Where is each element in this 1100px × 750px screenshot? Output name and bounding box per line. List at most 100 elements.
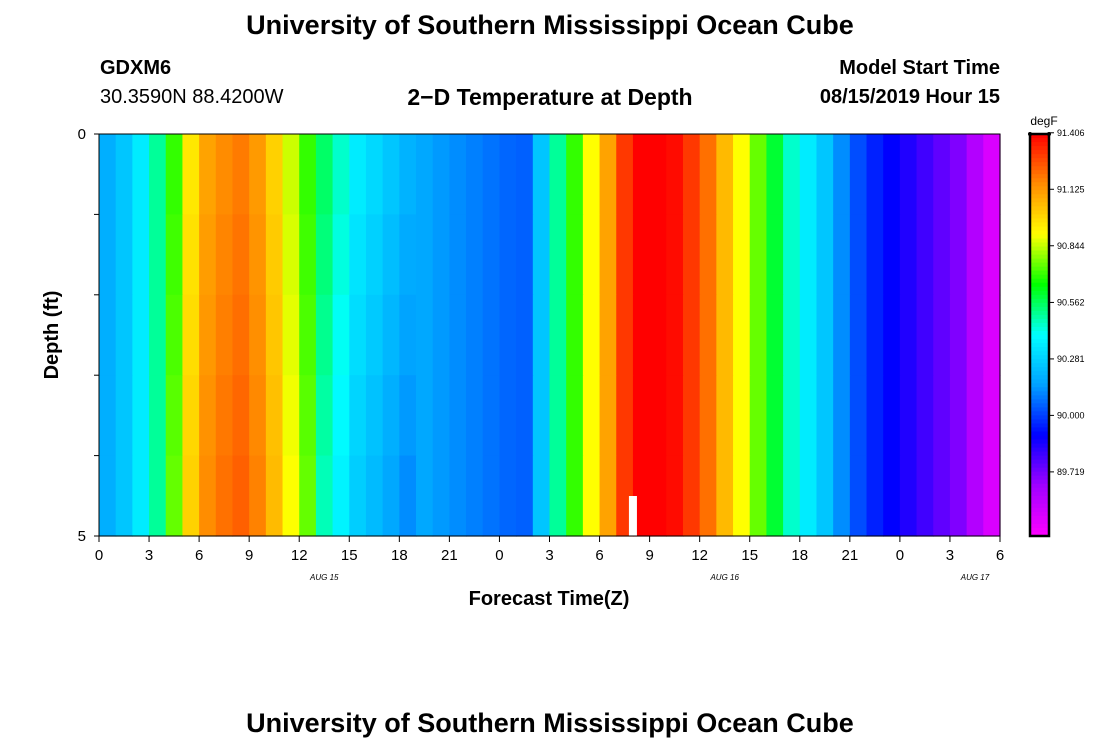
x-tick-label: 18 — [391, 547, 408, 564]
x-tick-label: 3 — [946, 547, 954, 564]
colorbar-segment — [1030, 495, 1049, 501]
colorbar-segment — [1030, 335, 1049, 340]
colorbar-segment — [1030, 186, 1049, 191]
heatmap-cell — [582, 294, 601, 376]
heatmap-cell — [349, 294, 367, 376]
colorbar-segment — [1030, 314, 1049, 320]
heatmap-cell — [682, 375, 701, 457]
colorbar-segment — [1030, 270, 1049, 276]
heatmap-cell — [699, 294, 717, 376]
x-tick-label: 6 — [996, 547, 1004, 564]
heatmap-cell — [182, 294, 200, 376]
heatmap-cell — [549, 455, 567, 537]
x-tick-label: 9 — [645, 547, 653, 564]
heatmap-cell — [215, 294, 234, 376]
heatmap-cell — [199, 214, 217, 296]
heatmap-cell — [966, 294, 984, 376]
heatmap-cell — [282, 214, 300, 296]
heatmap-cell — [466, 214, 484, 296]
colorbar-segment — [1030, 154, 1049, 159]
heatmap-cell — [799, 294, 818, 376]
heatmap-cell — [532, 375, 551, 457]
x-tick-label: 3 — [145, 547, 153, 564]
colorbar-segment — [1030, 286, 1049, 292]
heatmap-cell — [349, 214, 367, 296]
heatmap-cell — [282, 294, 300, 376]
station-id: GDXM6 — [100, 57, 172, 79]
heatmap-cell — [733, 375, 751, 457]
heatmap-cell — [165, 214, 184, 296]
heatmap-cell — [416, 375, 434, 457]
heatmap-cell — [682, 214, 701, 296]
heatmap-cell — [215, 455, 234, 537]
heatmap-cell — [249, 294, 267, 376]
heatmap-cell — [299, 214, 317, 296]
colorbar-segment — [1030, 383, 1049, 388]
colorbar-segment — [1030, 403, 1049, 408]
heatmap-cell — [716, 294, 734, 376]
heatmap-cell — [833, 455, 851, 537]
heatmap-cell — [983, 214, 1001, 296]
heatmap-cell — [899, 134, 918, 215]
colorbar-segment — [1030, 194, 1049, 199]
colorbar-segment — [1030, 274, 1049, 280]
colorbar-segment — [1030, 375, 1049, 380]
heatmap-cell — [315, 455, 334, 537]
heatmap-cell — [299, 455, 317, 537]
heatmap-cell — [232, 455, 250, 537]
heatmap-cell — [215, 134, 234, 215]
colorbar-segment — [1030, 202, 1049, 207]
heatmap-cell — [549, 375, 567, 457]
heatmap-cell — [616, 134, 634, 215]
colorbar-segment — [1030, 258, 1049, 264]
heatmap-cell — [749, 375, 768, 457]
heatmap-cell — [532, 294, 551, 376]
colorbar-segment — [1030, 234, 1049, 240]
heatmap-cell — [466, 294, 484, 376]
heatmap-cell — [432, 214, 450, 296]
colorbar-segment — [1030, 395, 1049, 400]
heatmap-cell — [115, 455, 133, 537]
heatmap-cell — [582, 455, 601, 537]
heatmap-cell — [866, 214, 884, 296]
colorbar-segment — [1030, 455, 1049, 461]
heatmap-cell — [866, 134, 884, 215]
colorbar-segment — [1030, 310, 1049, 316]
heatmap-cell — [182, 375, 200, 457]
temperature-depth-heatmap: 0 3 6 9 12 15 18 21 0 3 6 9 12 15 18 21 0 3 6 AUG 15 AUG 16 A… — [41, 114, 1085, 610]
heatmap-cell — [349, 134, 367, 215]
colorbar-segment — [1030, 507, 1049, 513]
heatmap-cell — [149, 214, 167, 296]
colorbar-tick-label: 91.125 — [1057, 184, 1085, 194]
heatmap-cell — [699, 375, 717, 457]
colorbar-segment — [1030, 246, 1049, 252]
heatmap-cell — [482, 294, 501, 376]
colorbar-tick-label: 90.281 — [1057, 354, 1085, 364]
heatmap-cell — [399, 214, 417, 296]
heatmap-cell — [733, 134, 751, 215]
heatmap-cell — [349, 375, 367, 457]
colorbar-segment — [1030, 347, 1049, 352]
colorbar-segment — [1030, 511, 1049, 517]
heatmap-cell — [349, 455, 367, 537]
date-label: AUG 17 — [960, 573, 990, 582]
colorbar-segment — [1030, 218, 1049, 223]
colorbar-segment — [1030, 391, 1049, 396]
colorbar-segment — [1030, 467, 1049, 473]
colorbar-segment — [1030, 226, 1049, 231]
heatmap-cell — [783, 455, 801, 537]
heatmap-cell — [816, 455, 834, 537]
x-tick-label: 15 — [341, 547, 358, 564]
heatmap-cell — [649, 134, 667, 215]
x-tick-label: 6 — [195, 547, 203, 564]
heatmap-cell — [265, 375, 284, 457]
heatmap-cell — [265, 134, 284, 215]
heatmap-cell — [282, 134, 300, 215]
heatmap-cell — [249, 455, 267, 537]
heatmap-cell — [449, 214, 467, 296]
heatmap-cell — [199, 375, 217, 457]
heatmap-cell — [632, 455, 651, 537]
colorbar-segment — [1030, 250, 1049, 256]
heatmap-cell — [149, 455, 167, 537]
x-tick-label: 6 — [595, 547, 603, 564]
